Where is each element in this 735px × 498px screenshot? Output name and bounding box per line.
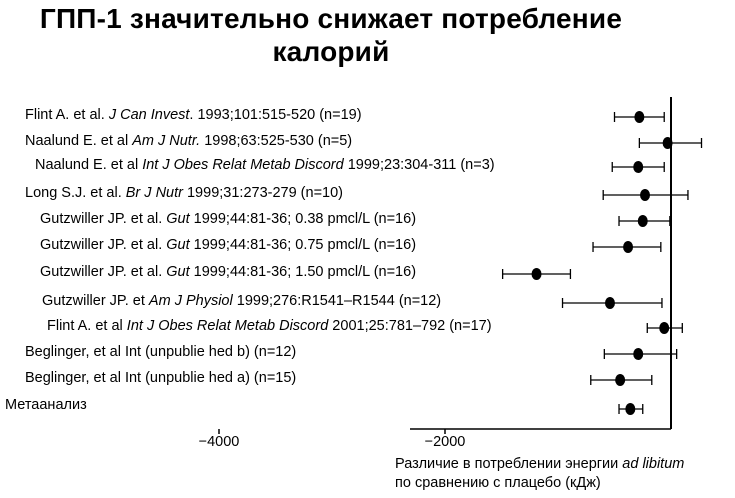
study-point	[531, 268, 542, 280]
study-point	[637, 215, 648, 227]
study-citation: 1999;44:81-36; 0.75 pmcl/L (n=16)	[189, 237, 417, 253]
study-point	[662, 137, 673, 149]
study-label: Gutzwiller JP. et al. Gut 1999;44:81-36;…	[40, 263, 416, 281]
study-journal: Int J Obes Relat Metab Discord	[142, 157, 344, 173]
study-citation: 1998;63:525-530 (n=5)	[200, 133, 353, 149]
chart-title-line-2: калорий	[272, 36, 390, 67]
study-journal: Am J Physiol	[148, 293, 233, 309]
study-point	[604, 297, 615, 309]
study-authors: Gutzwiller JP. et al.	[40, 264, 167, 280]
study-citation: 2001;25:781–792 (n=17)	[328, 318, 492, 334]
x-tick-label: −4000	[199, 434, 240, 450]
study-authors: Beglinger, et al Int (unpublie hed a) (n…	[25, 370, 297, 386]
study-label: Flint A. et al Int J Obes Relat Metab Di…	[47, 317, 492, 335]
study-point	[633, 161, 644, 173]
study-authors: Flint A. et al	[47, 318, 127, 334]
study-journal: J Can Invest	[108, 107, 190, 123]
study-citation: 1999;44:81-36; 1.50 pmcl/L (n=16)	[189, 264, 417, 280]
x-axis-label-italic: ad libitum	[622, 456, 685, 472]
study-label: Beglinger, et al Int (unpublie hed a) (n…	[25, 369, 296, 387]
study-journal: Gut	[166, 211, 190, 227]
study-journal: Gut	[166, 264, 190, 280]
study-label: Beglinger, et al Int (unpublie hed b) (n…	[25, 343, 296, 361]
study-authors: Naalund E. et al	[25, 133, 133, 149]
study-journal: Int J Obes Relat Metab Discord	[126, 318, 329, 334]
study-point	[659, 322, 670, 334]
study-label: Flint A. et al. J Can Invest. 1993;101:5…	[25, 106, 362, 124]
x-tick-label: −2000	[425, 434, 466, 450]
study-authors: Gutzwiller JP. et al.	[40, 237, 167, 253]
study-label: Long S.J. et al. Br J Nutr 1999;31:273-2…	[25, 184, 343, 202]
study-citation: . 1993;101:515-520 (n=19)	[189, 107, 362, 123]
meta-point	[625, 403, 636, 415]
study-journal: Am J Nutr.	[132, 133, 201, 149]
study-point	[634, 111, 645, 123]
meta-analysis-label: Метаанализ	[5, 397, 87, 413]
x-axis-label-line-1: Различие в потреблении энергии ad libitu…	[395, 456, 684, 472]
study-journal: Br J Nutr	[125, 185, 183, 201]
study-citation: 1999;23:304-311 (n=3)	[343, 157, 495, 173]
study-citation: 1999;276:R1541–R1544 (n=12)	[232, 293, 442, 309]
study-authors: Naalund E. et al	[35, 157, 143, 173]
study-point	[640, 189, 651, 201]
study-point	[623, 241, 634, 253]
study-label: Gutzwiller JP. et Am J Physiol 1999;276:…	[42, 292, 441, 310]
chart-title-line-1: ГПП-1 значительно снижает потребление	[39, 3, 623, 34]
x-axis-label-prefix: Различие в потреблении энергии	[395, 456, 623, 472]
study-label: Naalund E. et al Am J Nutr. 1998;63:525-…	[25, 132, 352, 150]
study-point	[615, 374, 626, 386]
study-authors: Gutzwiller JP. et al.	[40, 211, 167, 227]
study-citation: 1999;31:273-279 (n=10)	[182, 185, 343, 201]
study-authors: Beglinger, et al Int (unpublie hed b) (n…	[25, 344, 297, 360]
study-authors: Flint A. et al.	[25, 107, 109, 123]
study-label: Gutzwiller JP. et al. Gut 1999;44:81-36;…	[40, 236, 416, 254]
study-citation: 1999;44:81-36; 0.38 pmcl/L (n=16)	[189, 211, 417, 227]
study-authors: Gutzwiller JP. et	[42, 293, 149, 309]
study-label: Naalund E. et al Int J Obes Relat Metab …	[35, 156, 495, 174]
study-authors: Long S.J. et al.	[25, 185, 126, 201]
study-label: Gutzwiller JP. et al. Gut 1999;44:81-36;…	[40, 210, 416, 228]
x-axis-label-line-2: по сравнению с плацебо (кДж)	[395, 475, 601, 491]
study-point	[633, 348, 644, 360]
study-journal: Gut	[166, 237, 190, 253]
